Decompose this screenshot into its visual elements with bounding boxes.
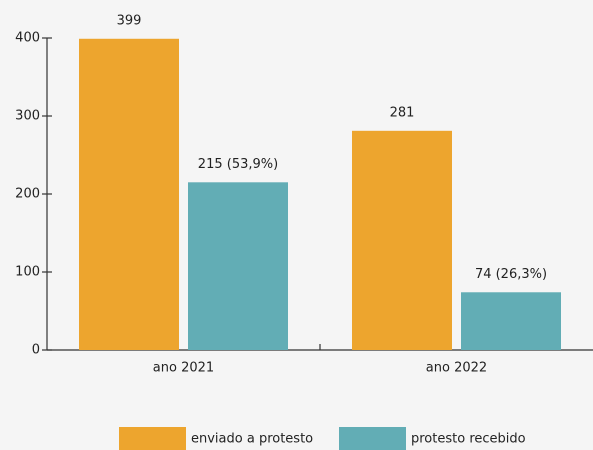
value-label: 399 [117,13,142,28]
legend-label: protesto recebido [411,432,526,447]
legend-label: enviado a protesto [191,432,313,447]
x-tick-label: ano 2021 [153,361,214,376]
bar [352,130,452,350]
bar [79,38,179,350]
legend-swatch [339,427,406,450]
y-tick-label: 0 [32,343,40,358]
value-label: 74 (26,3%) [475,267,547,282]
bar [188,182,288,350]
y-tick-label: 100 [15,265,40,280]
x-tick-label: ano 2022 [426,361,487,376]
y-tick-label: 400 [15,31,40,46]
legend-swatch [119,427,186,450]
y-tick-label: 200 [15,187,40,202]
value-label: 215 (53,9%) [198,157,278,172]
bar [461,292,561,350]
y-tick-label: 300 [15,109,40,124]
value-label: 281 [390,105,415,120]
